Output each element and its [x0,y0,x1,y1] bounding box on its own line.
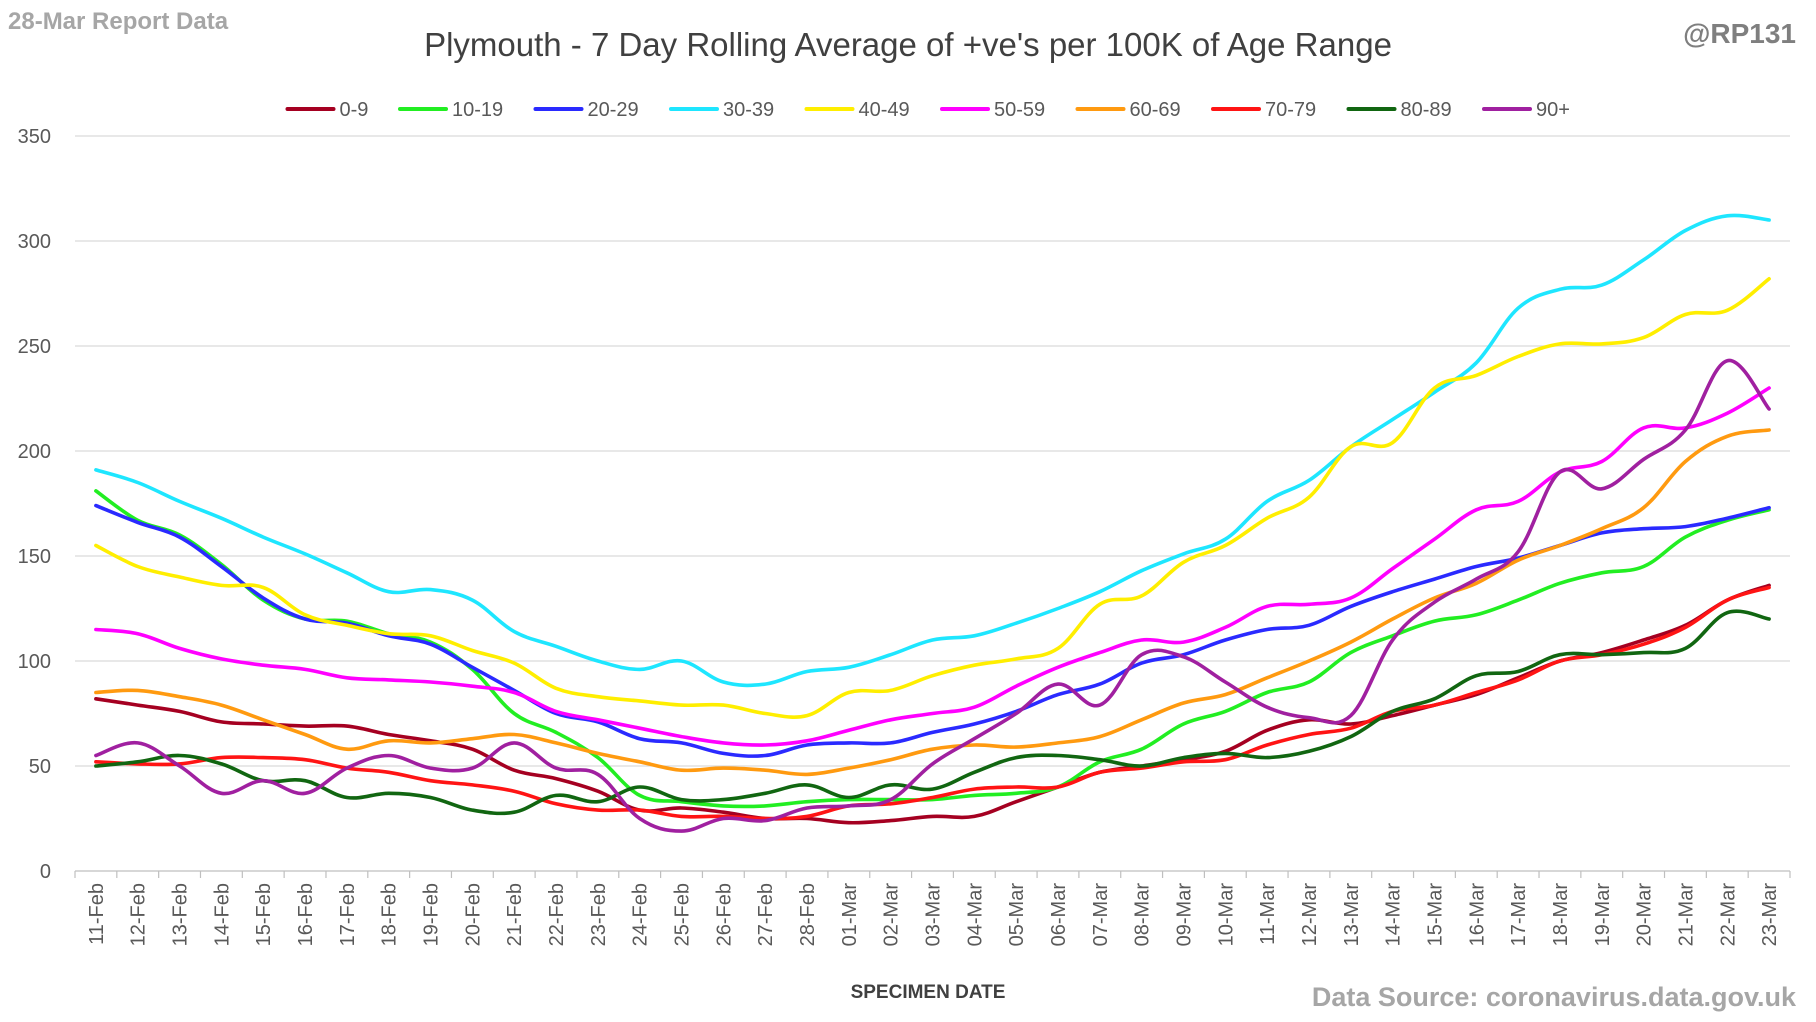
x-tick-label: 16-Feb [295,883,317,946]
series-line-70-79 [94,585,1771,821]
x-tick-label: 28-Feb [797,883,819,946]
series-line-60-69 [94,428,1771,777]
x-tick-label: 20-Feb [462,883,484,946]
x-tick-label: 08-Mar [1132,883,1154,947]
series-line-30-39 [94,213,1771,688]
x-tick-label: 25-Feb [672,883,694,946]
x-tick-label: 21-Mar [1675,883,1697,947]
series-lines [94,213,1771,833]
y-tick-label: 350 [18,126,51,148]
y-tick-label: 250 [18,336,51,358]
x-tick-label: 07-Mar [1090,883,1112,947]
x-tick-label: 23-Feb [588,883,610,946]
x-tick-label: 05-Mar [1006,883,1028,947]
x-tick-label: 15-Feb [253,883,275,946]
report-date-label: 28-Mar Report Data [8,8,229,35]
x-tick-label: 03-Mar [923,883,945,947]
series-line-80-89 [94,609,1771,816]
chart-title: Plymouth - 7 Day Rolling Average of +ve'… [424,26,1392,63]
x-tick-label: 19-Mar [1592,883,1614,947]
legend-label-70-79: 70-79 [1265,99,1316,121]
x-tick-label: 13-Mar [1341,883,1363,947]
legend-label-80-89: 80-89 [1401,99,1452,121]
legend-label-40-49: 40-49 [859,99,910,121]
legend-label-60-69: 60-69 [1130,99,1181,121]
x-tick-label: 10-Mar [1215,883,1237,947]
series-line-90plus [94,358,1771,833]
series-line-10-19 [94,489,1771,809]
y-tick-label: 200 [18,441,51,463]
x-axis-ticks: 11-Feb 12-Feb 13-Feb 14-Feb 15-Feb 16-Feb 17-F… [74,871,1791,947]
x-tick-label: 14-Mar [1383,883,1405,947]
x-tick-label: 06-Mar [1048,883,1070,947]
x-tick-label: 24-Feb [630,883,652,946]
x-tick-label: 22-Feb [546,883,568,946]
x-tick-label: 18-Feb [379,883,401,946]
x-tick-label: 14-Feb [211,883,233,946]
y-tick-label: 50 [29,756,51,778]
x-tick-label: 19-Feb [421,883,443,946]
x-tick-label: 02-Mar [881,883,903,947]
x-tick-label: 26-Feb [713,883,735,946]
legend: 0-9 10-19 20-29 30-39 40-49 50-59 60-69 70-79 80… [285,99,1570,121]
y-axis-ticks: 0 50 100 150 200 250 300 350 [18,126,51,883]
x-tick-label: 20-Mar [1634,883,1656,947]
x-tick-label: 21-Feb [504,883,526,946]
x-tick-label: 13-Feb [170,883,192,946]
y-tick-label: 100 [18,651,51,673]
x-axis-label: SPECIMEN DATE [851,982,1006,1003]
y-tick-label: 150 [18,546,51,568]
legend-label-20-29: 20-29 [588,99,639,121]
x-tick-label: 23-Mar [1759,883,1781,947]
series-line-20-29 [94,503,1771,758]
x-tick-label: 27-Feb [755,883,777,946]
x-tick-label: 15-Mar [1424,883,1446,947]
gridlines [75,135,1790,872]
legend-label-50-59: 50-59 [994,99,1045,121]
x-tick-label: 12-Mar [1299,883,1321,947]
x-tick-label: 01-Mar [839,883,861,947]
x-tick-label: 09-Mar [1173,883,1195,947]
series-line-40-49 [94,277,1771,719]
x-tick-label: 22-Mar [1717,883,1739,947]
legend-label-0-9: 0-9 [340,99,369,121]
author-handle: @RP131 [1683,18,1796,49]
x-tick-label: 12-Feb [128,883,150,946]
data-source-label: Data Source: coronavirus.data.gov.uk [1311,982,1796,1012]
legend-label-90plus: 90+ [1536,99,1570,121]
series-line-50-59 [94,386,1771,747]
x-tick-label: 17-Mar [1508,883,1530,947]
x-tick-label: 16-Mar [1466,883,1488,947]
y-tick-label: 0 [40,861,51,883]
y-tick-label: 300 [18,231,51,253]
x-tick-label: 18-Mar [1550,883,1572,947]
x-tick-label: 17-Feb [337,883,359,946]
x-tick-label: 11-Feb [86,883,108,945]
legend-label-10-19: 10-19 [452,99,503,121]
x-tick-label: 11-Mar [1257,883,1279,945]
x-tick-label: 04-Mar [964,883,986,947]
legend-label-30-39: 30-39 [723,99,774,121]
